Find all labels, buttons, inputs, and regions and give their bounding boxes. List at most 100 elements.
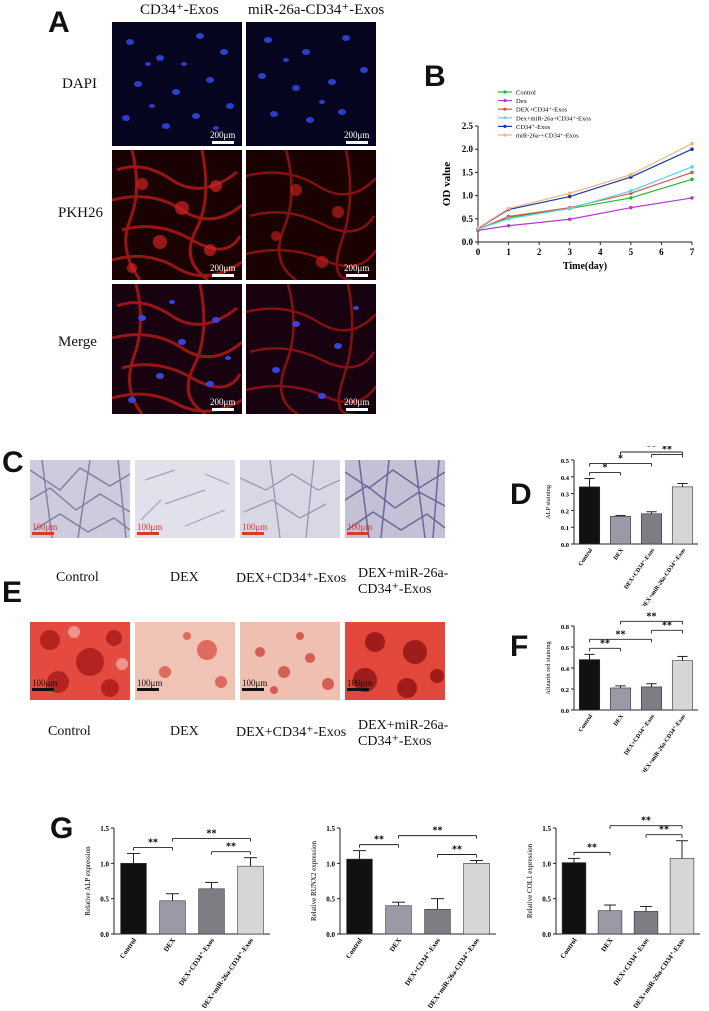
bar [561,862,587,935]
x-tick-label: DEX+CD34⁺-Exos [612,936,651,987]
x-tick-label: Control [578,547,595,567]
x-tick-label: DEX [613,713,626,727]
y-tick-label: 0.8 [561,624,570,631]
data-point [629,205,633,210]
legend-entry: miR-26a-+CD34⁺-Exos [516,133,579,140]
bar [640,686,663,711]
y-tick-label: 0.2 [561,508,569,515]
alizarin-stain-image [30,622,130,700]
x-tick-label: 4 [598,247,603,257]
scale-bar [242,688,264,691]
legend-marker [503,90,507,94]
significance-marker: * [618,453,623,464]
data-point [690,165,694,169]
y-tick-label: 0.5 [100,896,109,904]
y-tick-label: 2.5 [462,121,474,131]
y-tick-label: 1.5 [100,825,109,833]
x-tick-label: 1 [506,247,511,257]
significance-marker: ** [616,629,626,640]
x-tick-label: Control [559,937,579,961]
legend-entry: Dex+miR-26a+CD34⁺-Exos [516,115,592,122]
scale-bar [32,532,54,535]
y-tick-label: 0.5 [462,214,474,224]
y-tick-label: 0.0 [561,708,569,715]
significance-marker: ** [587,842,597,853]
bar [237,865,264,935]
data-point [567,194,572,199]
significance-marker: * [603,462,608,473]
legend-marker [503,133,507,137]
data-point [690,177,694,182]
data-point [506,223,511,228]
series-line [477,143,693,229]
x-tick-label: DEX+CD34⁺-Exos [403,936,442,987]
group-label: Control [48,724,91,739]
data-point [629,189,633,193]
legend-entry: Control [516,90,536,97]
bar [578,659,601,711]
scale-bar [347,688,369,691]
alp-stain-image [135,460,235,538]
legend-marker [503,116,507,120]
x-tick-label: DEX [388,937,403,954]
x-tick-label: 2 [537,247,542,257]
dapi-image [246,22,376,146]
y-axis-label: Relative COL1 expression [526,843,534,918]
alizarin-texture [159,632,227,688]
data-point [629,172,633,177]
y-tick-label: 1.5 [542,825,551,833]
group-label: DEX+miR-26a- CD34⁺-Exos [358,718,449,749]
legend-entry: CD34⁺-Exos [516,124,551,131]
scale-label: 100μm [137,522,163,532]
bar [633,911,659,935]
legend-marker [503,99,507,103]
y-tick-label: 0.1 [561,525,569,532]
panel-label-c: C [2,446,24,479]
y-tick-label: 0.0 [561,542,569,549]
y-tick-label: 1.0 [462,191,474,201]
y-tick-label: 1.5 [326,825,335,833]
dapi-image [112,22,242,146]
bar [609,515,632,545]
bar [597,910,623,935]
group-label: DEX [170,724,199,739]
panel-label-a: A [48,6,70,39]
panel-label-e: E [2,576,23,609]
panel-label-d: D [510,478,532,511]
bar [671,660,694,711]
bar [159,900,186,935]
alp-texture [30,460,130,538]
scale-label: 200μm [210,263,236,273]
significance-marker: ** [659,825,669,836]
legend-entry: DEX+CD34⁺-Exos [516,107,568,114]
alizarin-texture [40,626,128,697]
y-tick-label: 1.5 [462,167,474,177]
scale-bar [346,274,368,277]
alp-texture [140,469,230,527]
runx2-expression-bar-chart: 0.0 0.5 1.0 1.5 Relative RUNX2 expression Con… [310,825,496,1008]
scale-bar [137,688,159,691]
scale-label: 100μm [347,522,373,532]
y-tick-label: 1.0 [100,860,109,868]
significance-marker: ** [207,828,217,839]
bar [346,858,373,935]
panel-label-g: G [50,812,74,845]
x-tick-label: DEX [613,547,626,561]
y-tick-label: 0.5 [326,896,335,904]
alizarin-stain-image [135,622,235,700]
pkh26-image [246,150,376,280]
data-point [506,206,511,211]
y-tick-label: 0.0 [462,237,474,247]
dapi-nuclei [258,35,368,123]
alp-stain-image [345,460,445,538]
alp-stain-image [30,460,130,538]
scale-bar [212,274,234,277]
scale-label: 200μm [210,397,236,407]
x-tick-label: 5 [629,247,634,257]
panel-a-row-label: PKH26 [58,205,104,221]
alp-texture [345,460,445,538]
x-tick-label: DEX [162,937,177,954]
data-point [567,217,572,222]
significance-marker: ** [647,611,657,622]
scale-bar [346,408,368,411]
